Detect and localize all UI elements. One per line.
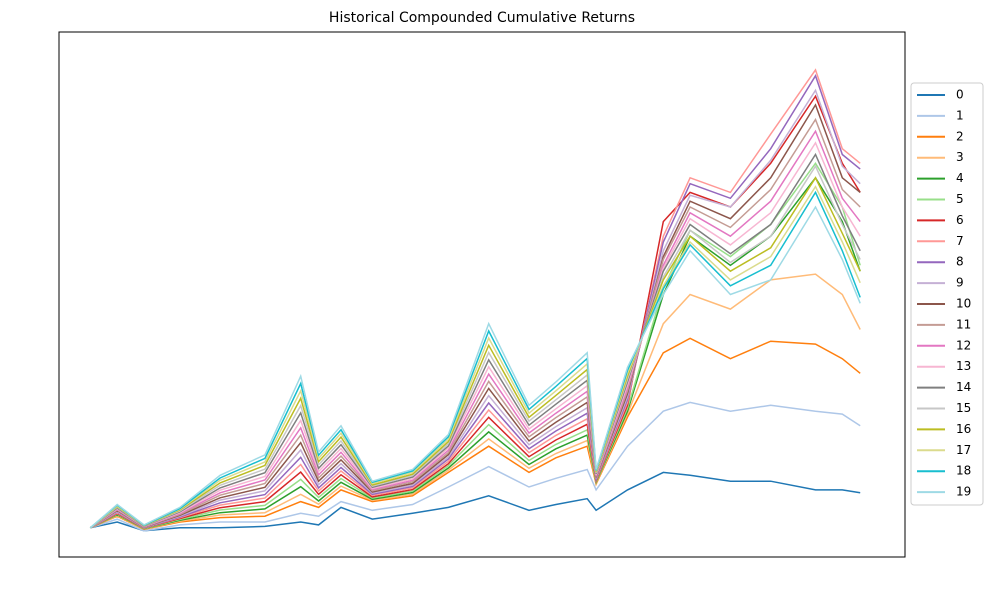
series-line	[89, 68, 861, 529]
series-line	[89, 141, 861, 529]
legend-label: 19	[956, 485, 971, 499]
series-line	[90, 471, 861, 532]
legend-label: 5	[956, 192, 964, 206]
legend-label: 14	[956, 380, 971, 394]
legend-label: 10	[956, 297, 971, 311]
legend-label: 3	[956, 150, 964, 164]
legend-label: 4	[956, 171, 964, 185]
lines	[89, 68, 861, 532]
legend-label: 13	[956, 359, 971, 373]
series-line	[89, 176, 861, 530]
legend-label: 0	[956, 88, 964, 102]
legend-label: 1	[956, 108, 964, 122]
legend-box	[910, 82, 984, 506]
legend-label: 12	[956, 338, 971, 352]
series-line	[89, 273, 861, 530]
series-line	[89, 152, 861, 529]
legend-label: 6	[956, 213, 964, 227]
series-line	[89, 164, 861, 529]
plot-frame	[58, 31, 906, 558]
legend-label: 16	[956, 422, 971, 436]
series-line	[89, 88, 861, 529]
legend-label: 2	[956, 129, 964, 143]
legend-label: 8	[956, 255, 964, 269]
series-line	[89, 185, 861, 529]
series-line	[89, 74, 861, 529]
legend-label: 17	[956, 443, 971, 457]
series-line	[89, 94, 861, 529]
series-line	[90, 401, 861, 532]
series-line	[89, 117, 861, 529]
series-line	[89, 103, 861, 529]
legend-label: 9	[956, 276, 964, 290]
series-line	[89, 190, 861, 529]
series-line	[89, 129, 861, 529]
series-line	[89, 161, 861, 530]
series-line	[90, 337, 861, 531]
chart-title: Historical Compounded Cumulative Returns	[329, 10, 635, 26]
series-line	[89, 205, 861, 529]
series-line	[89, 176, 861, 529]
legend-label: 15	[956, 401, 971, 415]
legend-label: 7	[956, 234, 964, 248]
legend-label: 11	[956, 317, 971, 331]
legend-label: 18	[956, 464, 971, 478]
